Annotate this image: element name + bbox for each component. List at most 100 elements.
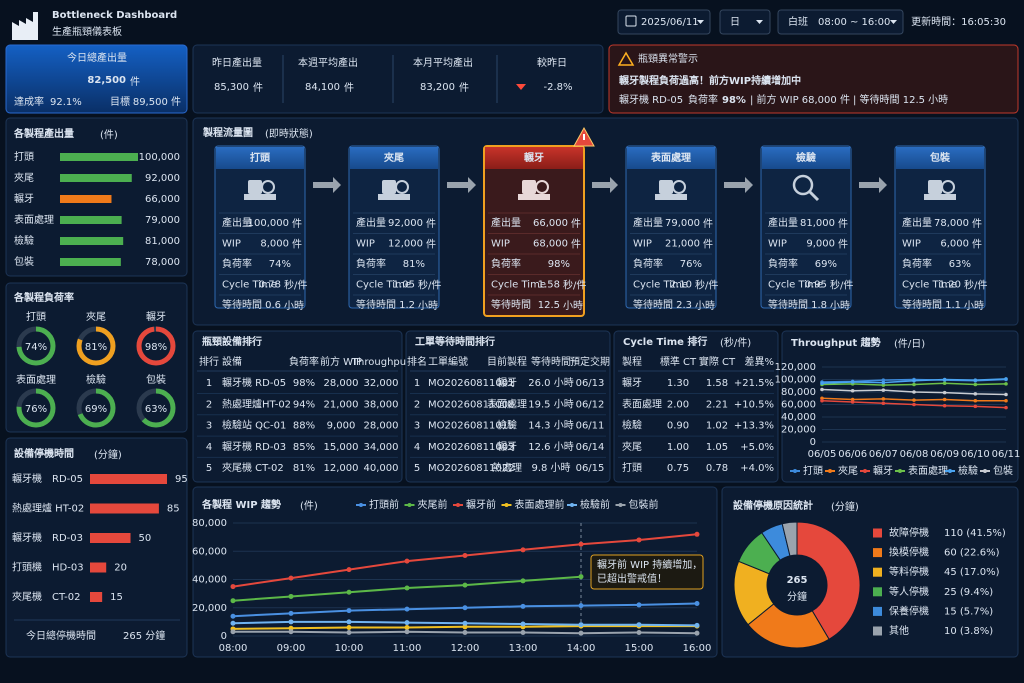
legend-swatch	[456, 503, 460, 507]
rate-value: 92.1%	[50, 97, 82, 108]
bar-label: 輾牙機 RD-03	[12, 531, 83, 544]
x-tick-label: 06/05	[808, 449, 837, 460]
legend-label: 換模停機	[889, 546, 929, 559]
cell: 12,000	[324, 463, 359, 474]
point	[404, 629, 410, 635]
row-unit: 件	[703, 218, 713, 230]
legend-label: 保養停機	[889, 604, 929, 617]
panel	[192, 486, 718, 658]
bar-value: 20	[114, 563, 127, 574]
center-value: 265	[787, 575, 808, 586]
point	[288, 619, 294, 625]
cell: 38,000	[364, 399, 399, 410]
point	[230, 620, 236, 626]
node-icon	[924, 194, 956, 200]
point	[520, 547, 526, 553]
y-tick-label: 100,000	[775, 375, 816, 386]
cell: 81%	[293, 463, 315, 474]
node-icon	[378, 194, 410, 200]
row-value: 1.05	[393, 280, 415, 291]
stat-unit: 件	[253, 82, 263, 94]
row-value: 1.1	[945, 300, 961, 311]
date-picker[interactable]	[617, 9, 711, 35]
legend-label: 其他	[889, 624, 909, 637]
point	[1004, 392, 1008, 397]
legend-label: 表面處理	[908, 464, 948, 477]
column-header: 實際 CT	[699, 355, 736, 368]
legend-label: 夾尾	[838, 465, 858, 477]
cell: +10.5%	[734, 399, 774, 410]
process-node	[894, 145, 986, 309]
x-tick-label: 10:00	[335, 643, 364, 654]
point	[1004, 377, 1008, 381]
row-unit: 件	[972, 218, 982, 230]
legend-swatch	[863, 469, 867, 473]
cell: 輾牙	[622, 377, 642, 389]
point	[288, 593, 294, 599]
row-value: 1.20	[939, 280, 961, 291]
column-header: Throughput	[351, 357, 410, 368]
legend-label: 檢驗前	[580, 498, 610, 511]
row-value: 0.6	[265, 300, 281, 311]
bar	[60, 195, 112, 203]
point	[404, 585, 410, 591]
row-label: WIP	[491, 239, 510, 250]
point	[346, 589, 352, 595]
point	[820, 396, 824, 401]
row-unit: 小時	[830, 300, 850, 312]
cell: 檢驗站 QC-01	[222, 419, 286, 432]
cell: 15,000	[324, 442, 359, 453]
point	[578, 622, 584, 628]
point	[462, 582, 468, 588]
cell: +13.3%	[734, 421, 774, 432]
cell: 85%	[293, 442, 315, 453]
shift: 白班 08:00 ~ 16:00	[788, 15, 890, 28]
bar-label: 輾牙	[14, 193, 34, 205]
gauge-label: 輾牙	[146, 311, 166, 323]
bar-label: 輾牙機 RD-05	[12, 472, 83, 485]
row-unit: 小時	[563, 300, 583, 312]
row-value: 12.5	[538, 300, 560, 311]
total-downtime-value: 265 分鐘	[123, 629, 165, 642]
row-unit: 件	[426, 239, 436, 251]
cell: 88%	[293, 421, 315, 432]
point	[881, 383, 886, 387]
panel	[405, 330, 611, 483]
cell: 19.5 小時	[528, 398, 573, 410]
point	[1004, 382, 1008, 386]
point	[346, 629, 352, 635]
column-header: 設備	[222, 355, 242, 368]
panel-title: 瓶頸設備排行	[202, 335, 262, 348]
dropdown-arrow	[697, 20, 704, 24]
legend-label: 輾牙	[873, 465, 893, 477]
column-header: 工單編號	[428, 355, 468, 368]
gauge-label: 打頭	[26, 310, 46, 323]
point	[973, 392, 978, 396]
point	[288, 629, 294, 635]
point	[636, 537, 642, 543]
node-icon	[244, 194, 276, 200]
x-tick-label: 09:00	[277, 643, 306, 654]
point	[636, 629, 642, 635]
shift-select[interactable]	[777, 9, 904, 35]
panel-unit: (件)	[100, 129, 118, 141]
cell: MO20260811003	[428, 442, 514, 453]
alert-wait: | 等待時間 12.5 小時	[853, 93, 948, 106]
legend-swatch	[570, 503, 574, 507]
row-value: 2.3	[676, 300, 692, 311]
cell: MO20260811001	[428, 378, 514, 389]
cell: 2.00	[667, 399, 689, 410]
period-select[interactable]	[719, 9, 771, 35]
cell: 1.30	[667, 378, 689, 389]
bar-value: 100,000	[139, 152, 180, 163]
bar-value: 95	[175, 474, 188, 485]
warning-icon	[617, 51, 635, 66]
row-value: 63%	[949, 259, 971, 270]
bar-label: 打頭	[14, 150, 34, 163]
row-value: 79,000	[665, 218, 700, 229]
legend-label: 輾牙前	[466, 498, 496, 511]
bar-value: 79,000	[145, 215, 180, 226]
bar-label: 包裝	[14, 255, 34, 268]
point	[462, 552, 468, 558]
column-header: 排行	[199, 355, 219, 368]
